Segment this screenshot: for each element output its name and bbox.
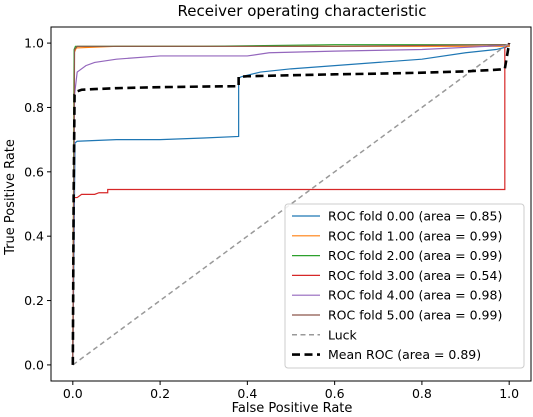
series-line-5 (72, 43, 510, 365)
y-axis-label: True Positive Rate (3, 139, 18, 256)
y-tick-label: 0.8 (24, 100, 44, 115)
x-tick-label: 0.8 (412, 386, 432, 401)
legend-label-5: ROC fold 5.00 (area = 0.99) (328, 308, 502, 323)
plot-lines (71, 42, 511, 366)
series-line-4 (72, 43, 510, 365)
legend-label-4: ROC fold 4.00 (area = 0.98) (328, 288, 502, 303)
x-tick-label: 0.4 (237, 386, 257, 401)
legend-label-7: Mean ROC (area = 0.89) (328, 347, 481, 362)
legend-label-2: ROC fold 2.00 (area = 0.99) (328, 248, 502, 263)
legend-label-1: ROC fold 1.00 (area = 0.99) (328, 228, 502, 243)
x-tick-label: 0.0 (63, 386, 83, 401)
legend-label-6: Luck (328, 327, 358, 342)
axis-ticks: 0.0 0.2 0.4 0.6 0.8 1.0 0.0 0.2 0.4 0.6 0.8 1.0 (24, 36, 519, 401)
legend: ROC fold 0.00 (area = 0.85) ROC fold 1.00… (284, 203, 525, 369)
y-tick-label: 0.4 (24, 229, 44, 244)
y-tick-label: 0.6 (24, 164, 44, 179)
legend-label-3: ROC fold 3.00 (area = 0.54) (328, 268, 502, 283)
x-tick-label: 0.6 (325, 386, 345, 401)
chart-title: Receiver operating characteristic (178, 2, 427, 20)
x-axis-label: False Positive Rate (232, 401, 353, 416)
x-tick-label: 1.0 (499, 386, 519, 401)
series-line-6 (72, 42, 510, 366)
y-tick-label: 0.0 (24, 357, 44, 372)
legend-label-0: ROC fold 0.00 (area = 0.85) (328, 209, 502, 224)
y-tick-label: 1.0 (24, 36, 44, 51)
plot-frame (50, 26, 532, 382)
legend-box (284, 203, 525, 369)
x-tick-label: 0.2 (150, 386, 170, 401)
y-tick-label: 0.2 (24, 293, 44, 308)
series-line-3 (72, 42, 510, 365)
series-line-7 (71, 42, 511, 365)
